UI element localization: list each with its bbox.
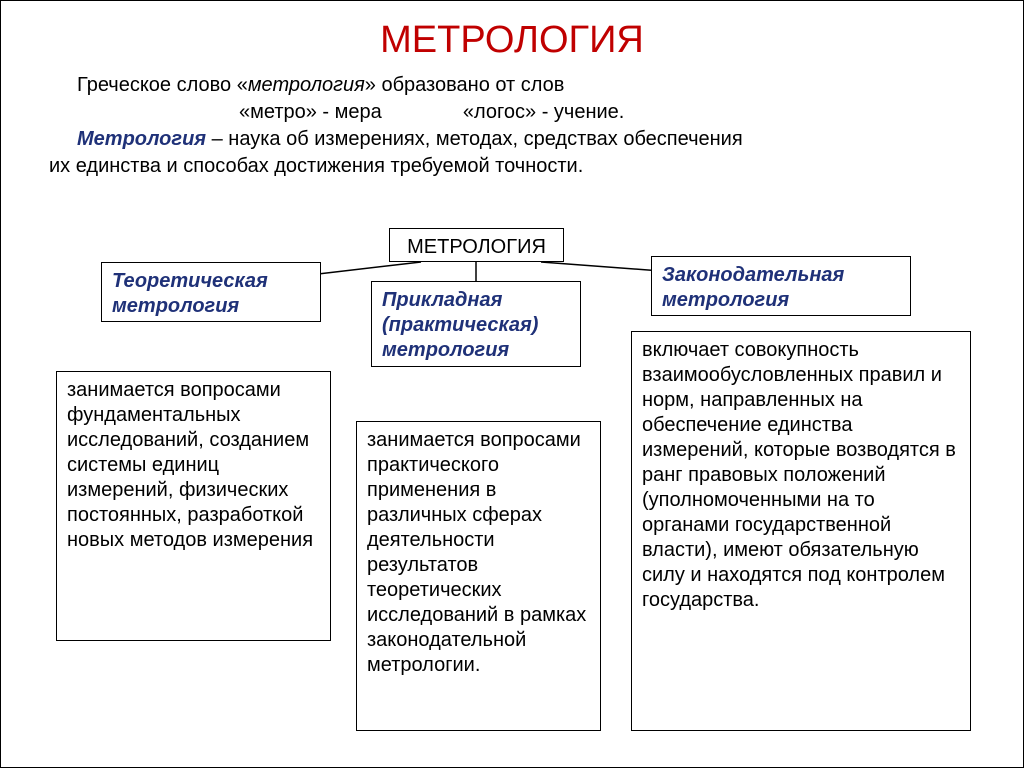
branch-label-applied: Прикладная (практическая) метрология: [371, 281, 581, 367]
definition-key: Метрология: [77, 128, 206, 150]
intro-block: Греческое слово «метрология» образовано …: [1, 72, 1023, 180]
metro-meaning: «метро» - мера: [239, 101, 382, 123]
definition-line1: Метрология – наука об измерениях, метода…: [49, 126, 975, 153]
page-title: МЕТРОЛОГИЯ: [1, 1, 1023, 72]
connector-right: [541, 262, 661, 271]
etymology-line2: «метро» - мера «логос» - учение.: [49, 99, 975, 126]
logos-meaning: «логос» - учение.: [463, 101, 624, 123]
branch-label-theoretical: Теоретическая метрология: [101, 262, 321, 322]
text: » образовано от слов: [365, 74, 565, 96]
etymology-line1: Греческое слово «метрология» образовано …: [49, 72, 975, 99]
root-node: МЕТРОЛОГИЯ: [389, 228, 564, 262]
branch-desc-applied: занимается вопросами практического приме…: [356, 421, 601, 731]
greek-word: метрология: [248, 74, 365, 96]
text: – наука об измерениях, методах, средства…: [206, 128, 743, 150]
branch-desc-legislative: включает совокупность взаимообусловленны…: [631, 331, 971, 731]
branch-label-legislative: Законодательная метрология: [651, 256, 911, 316]
definition-line2: их единства и способах достижения требуе…: [49, 153, 975, 180]
text: Греческое слово «: [77, 74, 248, 96]
branch-desc-theoretical: занимается вопросами фундаментальных исс…: [56, 371, 331, 641]
